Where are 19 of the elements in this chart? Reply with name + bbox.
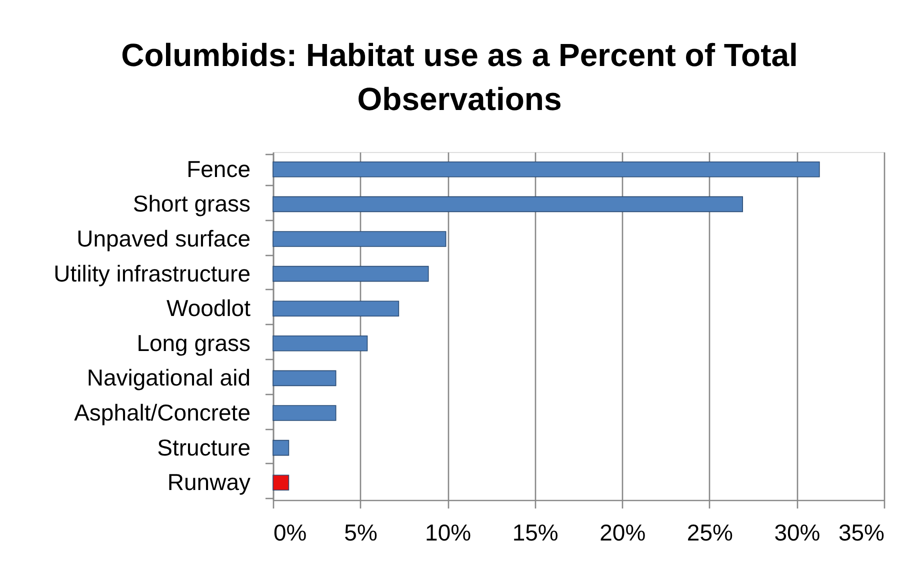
y-tick-label: Navigational aid [86, 364, 250, 391]
x-tick-label: 20% [600, 520, 646, 546]
x-tick-label: 30% [774, 520, 820, 546]
y-tick-label: Utility infrastructure [54, 260, 250, 286]
x-tick-label: 10% [425, 520, 472, 546]
y-tick-label: Structure [157, 434, 250, 460]
chart-title: Columbids: Habitat use as a Percent of Total Observations [121, 37, 798, 117]
y-tick-label: Unpaved surface [76, 226, 250, 252]
x-tick-label: 15% [512, 520, 558, 546]
y-tick-label: Fence [186, 156, 250, 182]
y-tick-label: Woodlot [166, 295, 252, 322]
x-tick-label: 25% [686, 520, 733, 546]
y-tick-label: Asphalt/Concrete [74, 400, 250, 426]
y-tick-label: Short grass [132, 190, 250, 217]
y-tick-label: Long grass [136, 330, 250, 356]
x-tick-label: 5% [344, 520, 378, 546]
y-tick-label: Runway [167, 469, 251, 496]
x-tick-label: 0% [274, 520, 307, 546]
x-tick-label: 35% [838, 520, 884, 546]
